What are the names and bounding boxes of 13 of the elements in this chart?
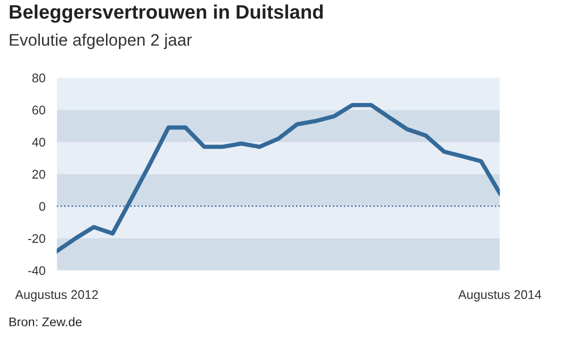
y-tick-label: 20 [32,170,46,179]
chart-title: Beleggersvertrouwen in Duitsland [10,4,323,23]
y-tick-label: -40 [28,266,46,276]
y-tick-label: 0 [39,202,46,211]
y-tick-label: 60 [32,106,46,114]
x-tick-label: Augustus 2012 [15,290,98,302]
line-series [56,102,500,254]
y-tick-label: 40 [32,138,46,147]
chart-subtitle: Evolutie afgelopen 2 jaar [10,34,192,50]
x-tick-label: Augustus 2014 [458,290,542,302]
y-tick-label: -20 [28,234,46,243]
y-tick-label: 80 [32,74,46,82]
text: Bron: Zew.de [10,317,82,326]
